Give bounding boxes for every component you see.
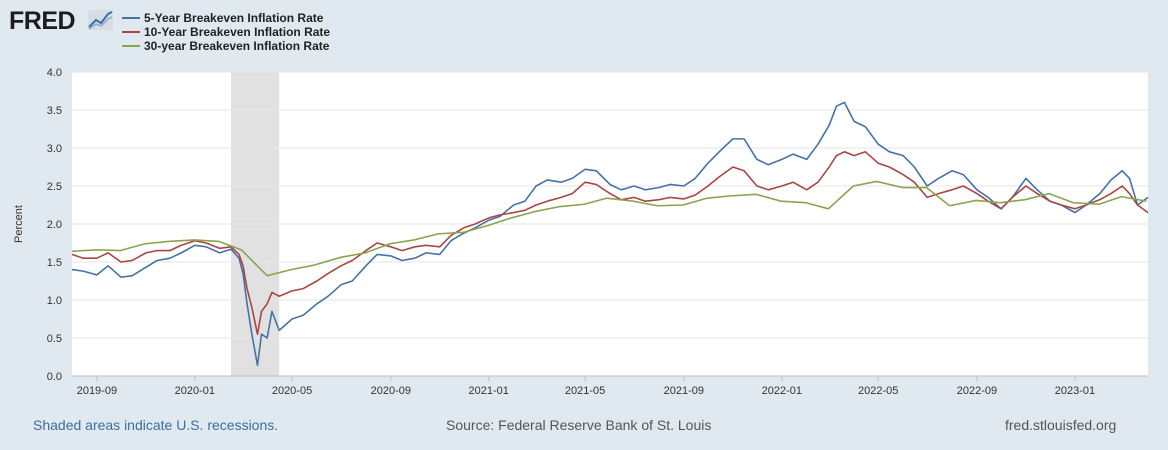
y-tick-label: 2.0	[47, 219, 62, 231]
legend-label-30yr: 30-year Breakeven Inflation Rate	[144, 39, 330, 53]
y-tick-label: 1.5	[47, 257, 62, 269]
y-tick-label: 2.5	[47, 181, 62, 193]
x-tick-label: 2020-01	[175, 385, 215, 397]
source-text: Source: Federal Reserve Bank of St. Loui…	[446, 417, 712, 433]
series-line-30yr	[71, 180, 1147, 277]
y-tick-label: 4.0	[47, 67, 62, 79]
x-tick-label: 2021-01	[469, 385, 509, 397]
y-tick-label: 3.5	[47, 105, 62, 117]
fred-logo[interactable]: FRED	[9, 7, 113, 35]
y-axis-ticks: 0.0 0.5 1.0 1.5 2.0 2.5 3.0 3.5 4.0	[47, 67, 62, 383]
series-line-10yr	[71, 151, 1149, 336]
y-tick-label: 3.0	[47, 143, 62, 155]
site-link[interactable]: fred.stlouisfed.org	[1005, 417, 1117, 433]
x-tick-label: 2022-09	[957, 385, 997, 397]
x-tick-label: 2021-09	[664, 385, 704, 397]
x-tick-label: 2023-01	[1055, 385, 1095, 397]
recession-note-link[interactable]: Shaded areas indicate U.S. recessions.	[33, 417, 279, 433]
legend-label-5yr: 5-Year Breakeven Inflation Rate	[144, 11, 324, 25]
x-tick-label: 2021-05	[565, 385, 605, 397]
x-tick-label: 2022-05	[858, 385, 898, 397]
fred-logo-graph-icon	[88, 10, 113, 30]
x-tick-label: 2019-09	[77, 385, 117, 397]
x-tick-label: 2020-05	[272, 385, 312, 397]
legend: 5-Year Breakeven Inflation Rate 10-Year …	[122, 11, 330, 53]
series-lines	[71, 101, 1149, 367]
x-axis-ticks: 2019-09 2020-01 2020-05 2020-09 2021-01 2021-…	[72, 375, 1148, 397]
y-tick-label: 0.0	[47, 371, 62, 383]
x-tick-label: 2020-09	[371, 385, 411, 397]
y-tick-label: 1.0	[47, 295, 62, 307]
x-tick-label: 2022-01	[762, 385, 802, 397]
series-line-5yr	[71, 101, 1149, 367]
fred-logo-text: FRED	[9, 7, 75, 35]
y-tick-label: 0.5	[47, 333, 62, 345]
legend-label-10yr: 10-Year Breakeven Inflation Rate	[144, 25, 330, 39]
y-axis-label: Percent	[13, 205, 25, 243]
